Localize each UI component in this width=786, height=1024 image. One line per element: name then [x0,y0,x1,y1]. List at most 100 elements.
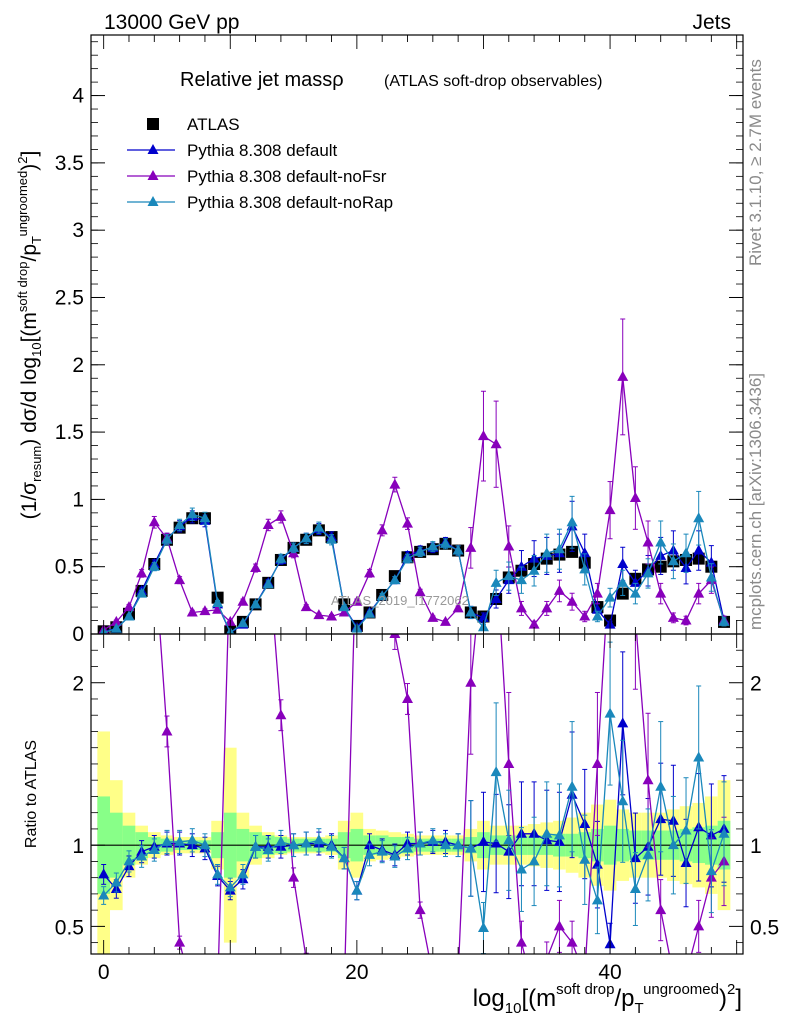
ratio-point [225,547,236,557]
data-point [553,584,565,595]
data-point [237,595,249,606]
data-point [439,537,451,548]
ratio-point [338,852,350,863]
ratio-point [376,845,388,856]
ratio-point [528,855,540,866]
data-point [528,564,540,575]
ratio-point [439,839,451,850]
data-point [515,560,527,571]
y-tick-label: 0.5 [55,556,84,579]
data-point [629,587,641,598]
ratio-point [427,834,439,845]
data-point [300,532,312,543]
data-point [667,611,679,622]
ratio-point [275,709,287,720]
ratio-point [680,824,692,835]
y-tick-label: 3.5 [55,152,84,175]
data-point [617,558,629,569]
ratio-y-tick-label: 1 [72,835,84,858]
ratio-point [98,889,110,900]
data-point [110,615,122,626]
data-point [591,587,603,598]
ratio-line [103,713,725,929]
data-point [655,587,667,598]
ratio-point [681,969,692,979]
ratio-point [174,835,186,846]
main-panel: 0 0.5 1 1.5 2 2.5 3 3.5 4 Relative jet massρ (AT… [55,34,744,646]
ratio-point [414,837,426,848]
ratio-point [148,844,160,855]
ratio-point [212,868,224,879]
data-point [629,492,641,503]
ratio-point [642,774,654,785]
ratio-y-tick-label: 2 [72,673,84,696]
y-tick-label: 2.5 [55,286,84,309]
ratio-panel: 0.5 0.51 12 20 20 40 [55,514,779,995]
data-point [186,606,198,617]
ratio-frame [90,633,744,955]
ratio-point [491,547,502,557]
data-point [655,536,667,547]
data-point [414,586,426,597]
ratio-point [187,985,198,995]
data-point [617,576,629,587]
legend-marker [147,170,159,180]
ratio-point [313,969,324,979]
ratio-point [579,853,591,864]
legend-label: ATLAS [187,115,240,134]
series-line [103,376,725,631]
mcplots-label: mcplots.cern.ch [arXiv:1306.3436] [746,373,765,630]
ratio-point [604,707,616,718]
legend-label: Pythia 8.308 default [187,141,338,160]
svg-text:log10[(msoft drop/pTungroomed): log10[(msoft drop/pTungroomed)2] [473,981,742,1017]
data-point [148,516,160,527]
data-point [629,576,641,587]
ratio-point [123,547,134,557]
data-point [123,601,135,612]
x-axis-label: log10[(msoft drop/pTungroomed)2] [473,981,742,1017]
ratio-point [515,936,527,947]
data-point [338,606,350,617]
energy-label: 13000 GeV pp [104,11,239,34]
data-point [250,562,262,573]
data-point [427,540,439,551]
data-point [541,547,553,558]
ratio-point [377,579,388,589]
data-point [465,541,477,552]
y-tick-label: 3 [72,219,84,242]
ratio-point [655,780,667,791]
main-subtitle: (ATLAS soft-drop observables) [384,73,602,90]
data-point [490,576,502,587]
ratio-point [237,868,249,879]
data-point [642,536,654,547]
data-point [402,517,414,528]
ratio-point [605,547,616,557]
ratio-point [174,936,186,947]
data-point [123,610,135,621]
ratio-point [111,547,122,557]
ratio-point [591,757,603,768]
ratio-point [98,547,109,557]
data-point [174,518,186,529]
main-title: Relative jet massρ [180,69,344,91]
ratio-y-axis-label: Ratio to ATLAS [23,740,40,848]
data-point [199,605,211,616]
legend-label: Pythia 8.308 default-noRap [187,193,393,212]
ratio-point [351,514,362,524]
ratio-point [199,985,210,995]
data-point [452,544,464,555]
ratio-point [389,850,401,861]
legend: ATLAS Pythia 8.308 default Pythia 8.308 de… [127,115,393,212]
data-point [642,567,654,578]
data-point [136,567,148,578]
data-point [490,438,502,449]
legend-marker [147,196,159,206]
data-point [212,597,224,608]
ratio-point [199,839,211,850]
ratio-point [98,868,110,879]
data-point [313,521,325,532]
ratio-point [490,837,502,848]
data-point [351,595,363,606]
data-point [427,611,439,622]
